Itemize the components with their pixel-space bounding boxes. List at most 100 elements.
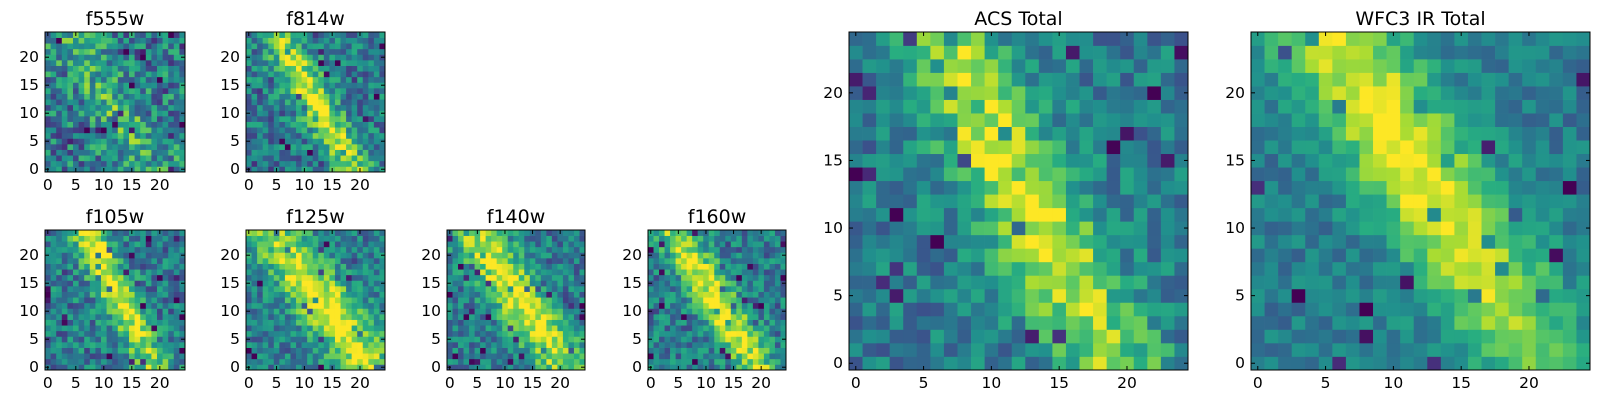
heatmap-cell	[45, 297, 51, 304]
heatmap-cell	[681, 230, 687, 236]
heatmap-cell	[1264, 302, 1279, 317]
heatmap-cell	[692, 269, 699, 276]
heatmap-cell	[1147, 140, 1162, 155]
heatmap-cell	[323, 364, 330, 371]
heatmap-cell	[117, 76, 124, 83]
heatmap-cell	[1535, 234, 1550, 249]
heatmap-cell	[251, 353, 258, 360]
heatmap-cell	[752, 336, 759, 343]
heatmap-cell	[162, 291, 169, 298]
heatmap-cell	[719, 314, 726, 320]
heatmap-cell	[351, 166, 358, 173]
heatmap-cell	[1147, 342, 1162, 357]
heatmap-cell	[1373, 356, 1387, 371]
heatmap-cell	[50, 342, 57, 348]
heatmap-cell	[774, 286, 781, 292]
heatmap-cell	[573, 252, 580, 259]
heatmap-cell	[1305, 167, 1320, 182]
heatmap-cell	[101, 43, 107, 50]
heatmap-cell	[758, 274, 765, 281]
heatmap-cell	[876, 126, 891, 141]
heatmap-cell	[774, 280, 781, 287]
heatmap-cell	[1481, 180, 1496, 195]
heatmap-cell	[573, 342, 580, 348]
heatmap-cell	[524, 274, 531, 281]
heatmap-cell	[56, 160, 63, 167]
heatmap-cell	[284, 342, 291, 348]
heatmap-cell	[540, 342, 547, 348]
heatmap-cell	[173, 336, 180, 343]
heatmap-cell	[573, 308, 580, 315]
heatmap-cell	[675, 280, 682, 287]
heatmap-cell	[469, 353, 475, 360]
heatmap-cell	[73, 241, 79, 248]
heatmap-cell	[284, 138, 291, 145]
heatmap-cell	[89, 235, 96, 242]
heatmap-cell	[78, 314, 85, 320]
heatmap-cell	[95, 93, 102, 100]
heatmap-cell	[681, 364, 687, 371]
heatmap-cell	[703, 263, 710, 270]
heatmap-cell	[747, 319, 754, 326]
heatmap-cell	[101, 325, 107, 332]
heatmap-cell	[1278, 248, 1293, 263]
heatmap-cell	[346, 280, 352, 287]
heatmap-cell	[1160, 234, 1175, 249]
heatmap-cell	[312, 60, 319, 66]
heatmap-cell	[151, 342, 158, 348]
heatmap-cell	[474, 286, 481, 292]
heatmap-cell	[1160, 113, 1175, 127]
heatmap-cell	[84, 347, 91, 354]
heatmap-cell	[67, 325, 74, 332]
heatmap-cell	[752, 330, 759, 337]
heatmap-cell	[45, 93, 51, 100]
heatmap-cell	[257, 104, 264, 111]
heatmap-cell	[1079, 126, 1094, 141]
heatmap-cell	[675, 252, 682, 259]
heatmap-cell	[579, 235, 586, 242]
heatmap-cell	[557, 297, 564, 304]
heatmap-cell	[930, 221, 945, 236]
heatmap-cell	[1562, 167, 1577, 182]
heatmap-cell	[659, 269, 665, 276]
heatmap-cell	[89, 269, 96, 276]
heatmap-cell	[725, 325, 732, 332]
heatmap-cell	[535, 364, 542, 371]
heatmap-cell	[1549, 261, 1564, 276]
heatmap-cell	[117, 149, 124, 156]
heatmap-cell	[351, 291, 358, 298]
heatmap-cell	[708, 280, 715, 287]
heatmap-cell	[334, 48, 341, 55]
heatmap-cell	[524, 336, 531, 343]
heatmap-cell	[1278, 221, 1293, 236]
heatmap-cell	[351, 302, 358, 309]
heatmap-cell	[61, 302, 68, 309]
heatmap-cell	[752, 297, 759, 304]
heatmap-cell	[56, 144, 63, 150]
heatmap-cell	[496, 302, 503, 309]
heatmap-cell	[279, 235, 286, 242]
heatmap-cell	[95, 110, 102, 117]
heatmap-cell	[279, 160, 286, 167]
heatmap-cell	[889, 126, 904, 141]
heatmap-cell	[284, 235, 291, 242]
heatmap-cell	[362, 269, 369, 276]
heatmap-cell	[273, 116, 280, 122]
heatmap-cell	[502, 252, 509, 259]
heatmap-cell	[162, 280, 169, 287]
heatmap-cell	[362, 263, 369, 270]
heatmap-cell	[312, 116, 319, 122]
heatmap-cell	[362, 308, 369, 315]
heatmap-cell	[971, 32, 985, 46]
heatmap-cell	[741, 230, 748, 236]
heatmap-cell	[95, 325, 102, 332]
heatmap-cell	[670, 325, 676, 332]
heatmap-cell	[469, 274, 475, 281]
heatmap-cell	[61, 235, 68, 242]
heatmap-cell	[168, 286, 175, 292]
heatmap-cell	[351, 82, 358, 89]
heatmap-cell	[106, 336, 113, 343]
heatmap-cell	[61, 60, 68, 66]
heatmap-cell	[134, 71, 141, 78]
heatmap-cell	[307, 166, 314, 173]
